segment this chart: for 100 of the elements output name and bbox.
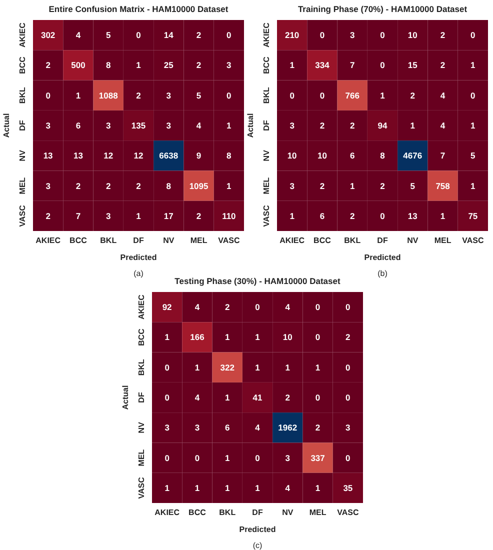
y-tick-label: DF [262, 120, 271, 131]
data-label: 1 [440, 210, 446, 221]
data-label: 3 [194, 422, 200, 433]
data-label: 1 [470, 120, 476, 130]
data-label: 0 [380, 30, 386, 40]
data-label: 0 [380, 210, 386, 221]
data-label: 1 [380, 90, 386, 100]
data-label: 10 [287, 150, 298, 161]
data-label: 1 [285, 362, 290, 372]
data-label: 41 [252, 392, 262, 402]
data-label: 0 [346, 362, 351, 372]
data-label: 5 [470, 150, 476, 161]
data-label: 2 [46, 60, 51, 70]
data-label: 0 [255, 452, 260, 463]
data-label: 0 [315, 392, 320, 402]
data-label: 2 [196, 60, 202, 70]
data-label: 2 [410, 90, 416, 100]
data-label: 5 [106, 30, 111, 40]
data-label: 0 [380, 60, 386, 70]
x-tick-label: NV [407, 236, 419, 245]
data-label: 1095 [189, 180, 209, 191]
x-tick-label: MEL [309, 508, 326, 517]
chart-title: Testing Phase (30%) - HAM10000 Dataset [174, 276, 340, 286]
y-tick-label: BCC [18, 56, 27, 74]
data-label: 1 [255, 482, 260, 493]
data-label: 1 [410, 120, 416, 130]
data-label: 2 [380, 180, 386, 191]
data-label: 94 [378, 120, 388, 130]
data-label: 3 [46, 120, 51, 130]
data-label: 302 [40, 30, 56, 40]
y-tick-label: VASC [262, 204, 271, 227]
data-label: 2 [440, 60, 446, 70]
data-label: 13 [408, 210, 418, 221]
data-label: 3 [350, 30, 355, 40]
data-label: 0 [290, 90, 295, 100]
data-label: 1 [136, 60, 142, 70]
data-label: 766 [345, 90, 360, 100]
x-tick-label: MEL [434, 236, 452, 245]
data-label: 4 [440, 90, 446, 100]
data-label: 3 [346, 422, 351, 433]
x-tick-label: BKL [100, 236, 117, 245]
data-label: 0 [46, 90, 51, 100]
data-label: 13 [73, 150, 84, 161]
data-label: 6 [76, 120, 81, 130]
data-label: 4 [285, 302, 290, 312]
data-label: 15 [408, 60, 418, 70]
y-tick-label: MEL [262, 177, 271, 194]
data-label: 0 [164, 452, 170, 463]
data-label: 75 [468, 210, 478, 221]
x-tick-label: BKL [219, 508, 236, 517]
text: (c) [252, 541, 262, 550]
data-label: 1 [226, 180, 232, 191]
data-label: 1 [226, 120, 232, 130]
x-tick-label: AKIEC [280, 236, 305, 245]
data-label: 0 [164, 362, 170, 372]
data-label: 2 [346, 332, 351, 342]
data-label: 4 [440, 120, 446, 130]
data-label: 2 [320, 120, 325, 130]
x-tick-label: DF [252, 508, 263, 517]
data-label: 500 [71, 60, 86, 70]
data-label: 6 [350, 150, 355, 161]
data-label: 8 [166, 180, 172, 191]
data-label: 135 [131, 120, 146, 130]
data-label: 5 [410, 180, 416, 191]
data-label: 2 [224, 302, 230, 312]
data-label: 2 [46, 210, 51, 221]
data-label: 2 [350, 120, 355, 130]
x-tick-label: DF [377, 236, 388, 245]
data-label: 2 [196, 210, 202, 221]
y-tick-label: VASC [18, 204, 27, 227]
y-tick-label: MEL [18, 177, 27, 194]
data-label: 2 [76, 180, 81, 191]
data-label: 0 [346, 452, 351, 463]
data-label: 1 [224, 452, 230, 463]
data-label: 0 [320, 30, 325, 40]
data-label: 4676 [403, 150, 422, 161]
data-label: 3 [46, 180, 51, 191]
data-label: 1 [350, 180, 355, 191]
data-label: 758 [436, 180, 450, 191]
y-tick-label: NV [137, 421, 146, 434]
data-label: 92 [162, 302, 172, 312]
data-label: 1 [290, 210, 295, 221]
data-label: 1 [136, 210, 142, 221]
data-label: 3 [164, 422, 170, 433]
data-label: 2 [440, 30, 446, 40]
data-label: 0 [315, 302, 320, 312]
data-label: 0 [136, 30, 142, 40]
y-tick-label: BKL [18, 87, 27, 104]
data-label: 0 [226, 90, 232, 100]
data-label: 2 [136, 90, 142, 100]
data-label: 7 [350, 60, 355, 70]
y-tick-label: AKIEC [262, 22, 271, 48]
data-label: 3 [106, 210, 111, 221]
data-label: 1 [315, 482, 320, 493]
data-label: 0 [470, 90, 476, 100]
data-label: 2 [350, 210, 355, 221]
data-label: 2 [315, 422, 320, 433]
data-label: 3 [290, 180, 295, 191]
data-label: 10 [282, 332, 293, 342]
y-tick-label: VASC [137, 476, 146, 499]
